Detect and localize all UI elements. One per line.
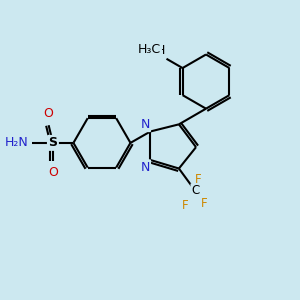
Text: H: H [156, 44, 165, 57]
Text: F: F [195, 172, 201, 186]
Text: O: O [44, 107, 54, 120]
Text: F: F [201, 197, 208, 210]
Text: O: O [48, 166, 58, 179]
Text: H₂N: H₂N [5, 136, 29, 149]
Text: H₃C: H₃C [138, 44, 161, 56]
Text: C: C [191, 184, 199, 197]
Text: N: N [140, 160, 150, 173]
Text: F: F [182, 199, 189, 212]
Text: S: S [48, 136, 57, 149]
Text: N: N [140, 118, 150, 131]
